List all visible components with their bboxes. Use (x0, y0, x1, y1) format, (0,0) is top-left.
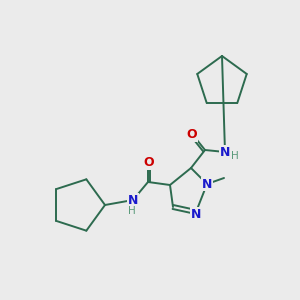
Text: N: N (202, 178, 212, 190)
Text: H: H (128, 206, 136, 216)
Text: N: N (220, 146, 230, 158)
Text: N: N (191, 208, 201, 220)
Text: O: O (144, 157, 154, 169)
Text: O: O (187, 128, 197, 142)
Text: N: N (128, 194, 138, 206)
Text: H: H (231, 151, 239, 161)
